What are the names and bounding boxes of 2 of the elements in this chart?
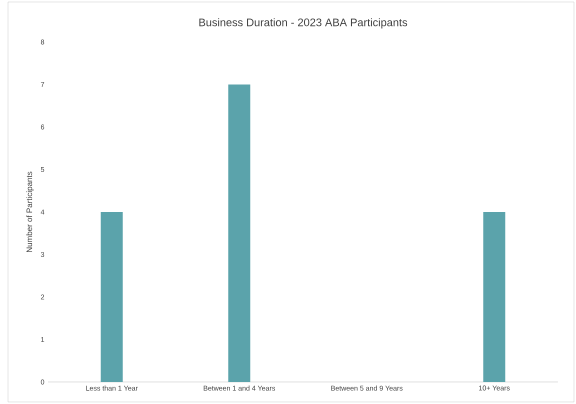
y-axis-title: Number of Participants bbox=[26, 172, 34, 252]
chart-title: Business Duration - 2023 ABA Participants bbox=[199, 18, 408, 28]
